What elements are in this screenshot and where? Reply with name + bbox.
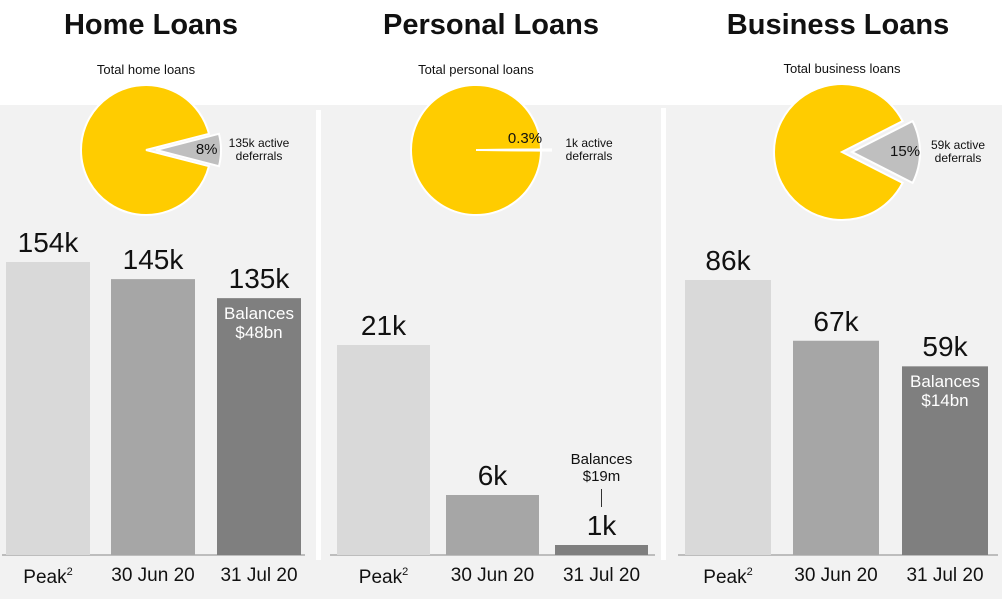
annotation: Balances $48bn — [224, 304, 294, 342]
bar — [555, 545, 648, 555]
x-tick-label: Peak2 — [23, 566, 72, 589]
value-label: 145k — [122, 244, 184, 276]
slice-label: 8% — [195, 141, 218, 158]
panel-title: Personal Loans — [383, 9, 599, 41]
pie-slice — [410, 84, 543, 216]
value-label: 6k — [477, 460, 508, 491]
x-tick-label: 31 Jul 20 — [562, 565, 641, 587]
value-label: 67k — [813, 305, 859, 337]
slice-annotation: 135k active deferrals — [228, 136, 290, 164]
divider — [661, 108, 666, 560]
x-tick-label: Peak2 — [359, 566, 408, 589]
annotation: Balances $14bn — [910, 372, 980, 411]
slice-annotation: 59k active deferrals — [930, 138, 986, 166]
category: 31 Jul 20 — [562, 565, 641, 586]
value-label: 135k — [228, 263, 290, 295]
slice-annotation: 1k active deferrals — [565, 136, 613, 164]
category: 31 Jul 20 — [220, 565, 298, 586]
x-tick-label: 30 Jun 20 — [111, 565, 195, 587]
pie-title: Total home loans — [96, 62, 196, 77]
bar — [337, 345, 430, 555]
value-label: 1k — [586, 510, 617, 541]
footnote: 2 — [66, 566, 73, 578]
category: 30 Jun 20 — [794, 565, 878, 586]
category: Peak — [23, 567, 67, 588]
category: Peak — [358, 567, 403, 588]
category: Peak — [703, 567, 747, 588]
pie-slice — [773, 83, 904, 221]
bar — [793, 340, 879, 555]
value-label: 59k — [922, 331, 968, 363]
value-label: 86k — [705, 245, 751, 276]
divider — [316, 110, 321, 560]
slice-label: 0.3% — [507, 130, 543, 147]
pie-slice — [849, 119, 921, 185]
bar — [217, 298, 301, 555]
category: 30 Jun 20 — [450, 565, 535, 586]
x-tick-label: 31 Jul 20 — [906, 565, 984, 587]
category: 30 Jun 20 — [111, 565, 195, 586]
pie-slice — [155, 132, 222, 168]
x-tick-label: Peak2 — [703, 566, 752, 589]
bar — [6, 262, 90, 555]
category: 31 Jul 20 — [906, 565, 984, 586]
x-tick-label: 30 Jun 20 — [450, 565, 535, 587]
slice-label: 15% — [890, 143, 921, 160]
footnote: 2 — [746, 566, 753, 578]
bar — [902, 366, 988, 555]
panel-title: Business Loans — [726, 9, 950, 41]
bar — [111, 279, 195, 555]
value-label: 21k — [360, 310, 407, 341]
bar — [446, 495, 539, 555]
footnote: 2 — [402, 566, 409, 578]
bar — [685, 280, 771, 555]
pie-title: Total business loans — [783, 61, 901, 76]
panel-title: Home Loans — [63, 9, 239, 41]
annotation: Balances $19m — [570, 451, 633, 485]
x-tick-label: 30 Jun 20 — [794, 565, 878, 587]
pie-title: Total personal loans — [418, 62, 534, 77]
pie-slice — [80, 84, 211, 216]
x-tick-label: 31 Jul 20 — [220, 565, 298, 587]
pie-slice — [485, 148, 552, 152]
value-label: 154k — [17, 227, 79, 258]
